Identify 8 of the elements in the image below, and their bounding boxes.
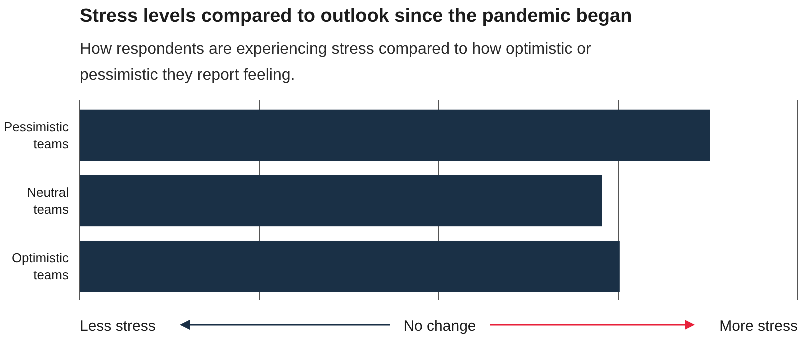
text: No change [404, 318, 476, 335]
y-tick-label: Optimistic teams [12, 250, 70, 283]
text: More stress [720, 318, 798, 335]
chart-title: Stress levels compared to outlook since the pandemic began [80, 6, 632, 27]
chart-subtitle: How respondents are experiencing stress compared to how optimistic or pessimistic they report feeling. [80, 41, 592, 84]
y-tick-label: Pessimistic teams [4, 119, 70, 152]
text: Less stress [80, 318, 156, 335]
y-tick-label: Neutral teams [27, 185, 70, 218]
